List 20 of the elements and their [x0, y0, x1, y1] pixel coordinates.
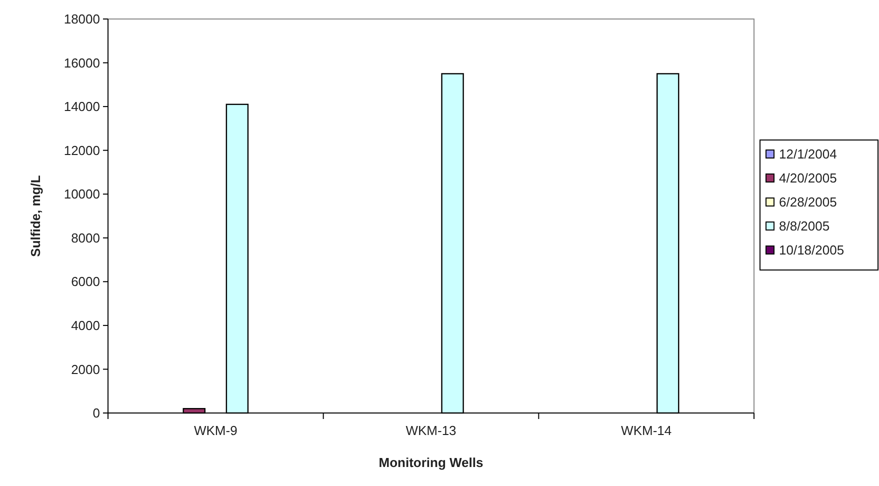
legend-label: 4/20/2005 [779, 170, 837, 186]
x-tick-label: WKM-14 [621, 423, 672, 438]
x-tick-label: WKM-13 [406, 423, 456, 438]
legend-label: 6/28/2005 [779, 194, 837, 210]
legend-label: 10/18/2005 [779, 242, 844, 258]
y-tick-label: 10000 [64, 186, 100, 202]
legend-label: 8/8/2005 [779, 218, 830, 234]
y-axis-title: Sulfide, mg/L [28, 175, 43, 257]
y-tick-label: 0 [92, 406, 100, 421]
y-tick-label: 14000 [64, 99, 100, 114]
y-tick-label: 18000 [64, 12, 100, 27]
y-tick-label: 12000 [64, 142, 100, 158]
y-tick-label: 16000 [64, 55, 100, 70]
y-tick-label: 2000 [71, 362, 100, 377]
y-tick-label: 8000 [71, 230, 100, 246]
x-tick-label: WKM-9 [194, 423, 238, 438]
y-tick-label: 6000 [71, 274, 100, 290]
x-axis-title: Monitoring Wells [378, 455, 484, 470]
y-tick-label: 4000 [71, 318, 100, 333]
legend-label: 12/1/2004 [779, 146, 837, 162]
